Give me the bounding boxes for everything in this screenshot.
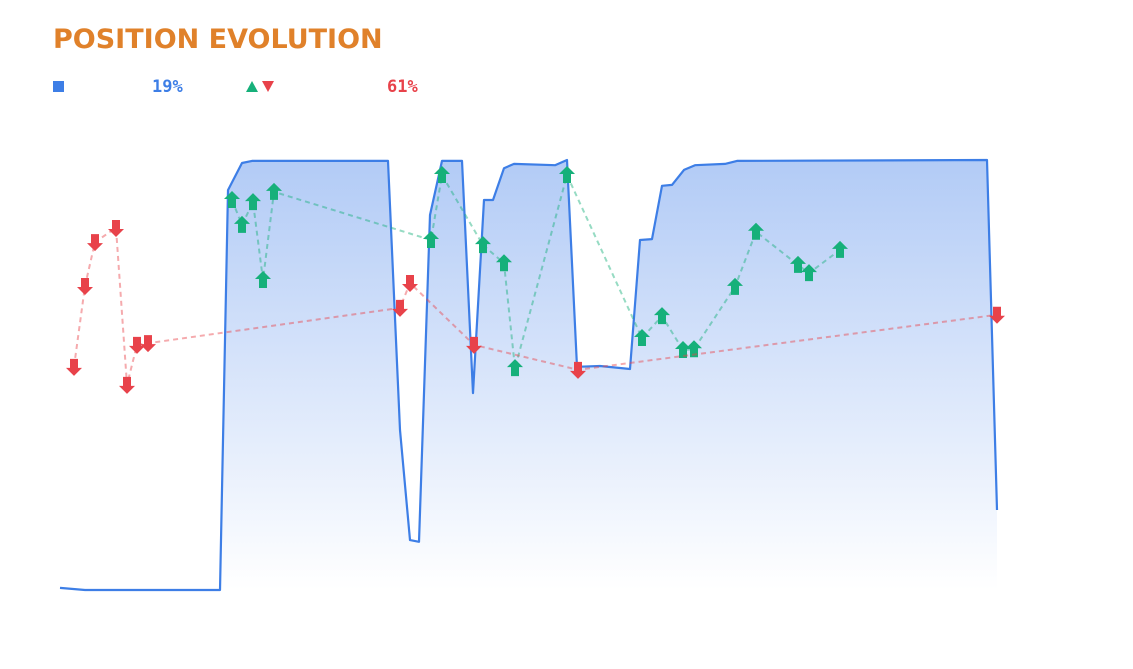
trade-marker	[559, 166, 575, 184]
legend-swatch	[53, 81, 64, 92]
chart-title: POSITION EVOLUTION	[53, 24, 383, 55]
trade-marker	[392, 299, 408, 317]
trade-marker	[77, 277, 93, 295]
trade-marker	[402, 274, 418, 292]
trade-marker	[224, 190, 240, 208]
trade-marker	[266, 182, 282, 200]
trade-marker	[832, 240, 848, 258]
trade-marker	[140, 335, 156, 353]
trade-marker	[507, 359, 523, 377]
trade-marker	[434, 166, 450, 184]
trade-marker	[119, 376, 135, 394]
trade-marker	[87, 234, 103, 252]
trade-marker	[634, 329, 650, 347]
trade-marker	[66, 358, 82, 376]
position-stat: 19%	[152, 77, 183, 97]
legend-down	[262, 81, 274, 92]
trade-marker	[654, 307, 670, 325]
trade-marker	[255, 270, 271, 288]
trade-marker	[686, 340, 702, 358]
trade-marker	[675, 341, 691, 359]
trade-marker	[989, 306, 1005, 324]
trade-marker	[727, 277, 743, 295]
trade-marker	[245, 193, 261, 211]
trade-marker	[423, 230, 439, 248]
trades-stat: 61%	[387, 77, 418, 97]
position-area	[60, 160, 997, 590]
trade-marker	[129, 336, 145, 354]
trade-marker	[748, 222, 764, 240]
trade-line	[231, 172, 841, 369]
trade-marker	[570, 361, 586, 379]
trade-marker	[466, 336, 482, 354]
trade-marker	[790, 255, 806, 273]
trade-marker	[496, 254, 512, 272]
trade-marker	[234, 215, 250, 233]
trade-marker	[801, 264, 817, 282]
position-line	[59, 158, 999, 592]
legend-up	[246, 81, 258, 92]
trade-marker	[475, 236, 491, 254]
trade-marker	[108, 219, 124, 237]
